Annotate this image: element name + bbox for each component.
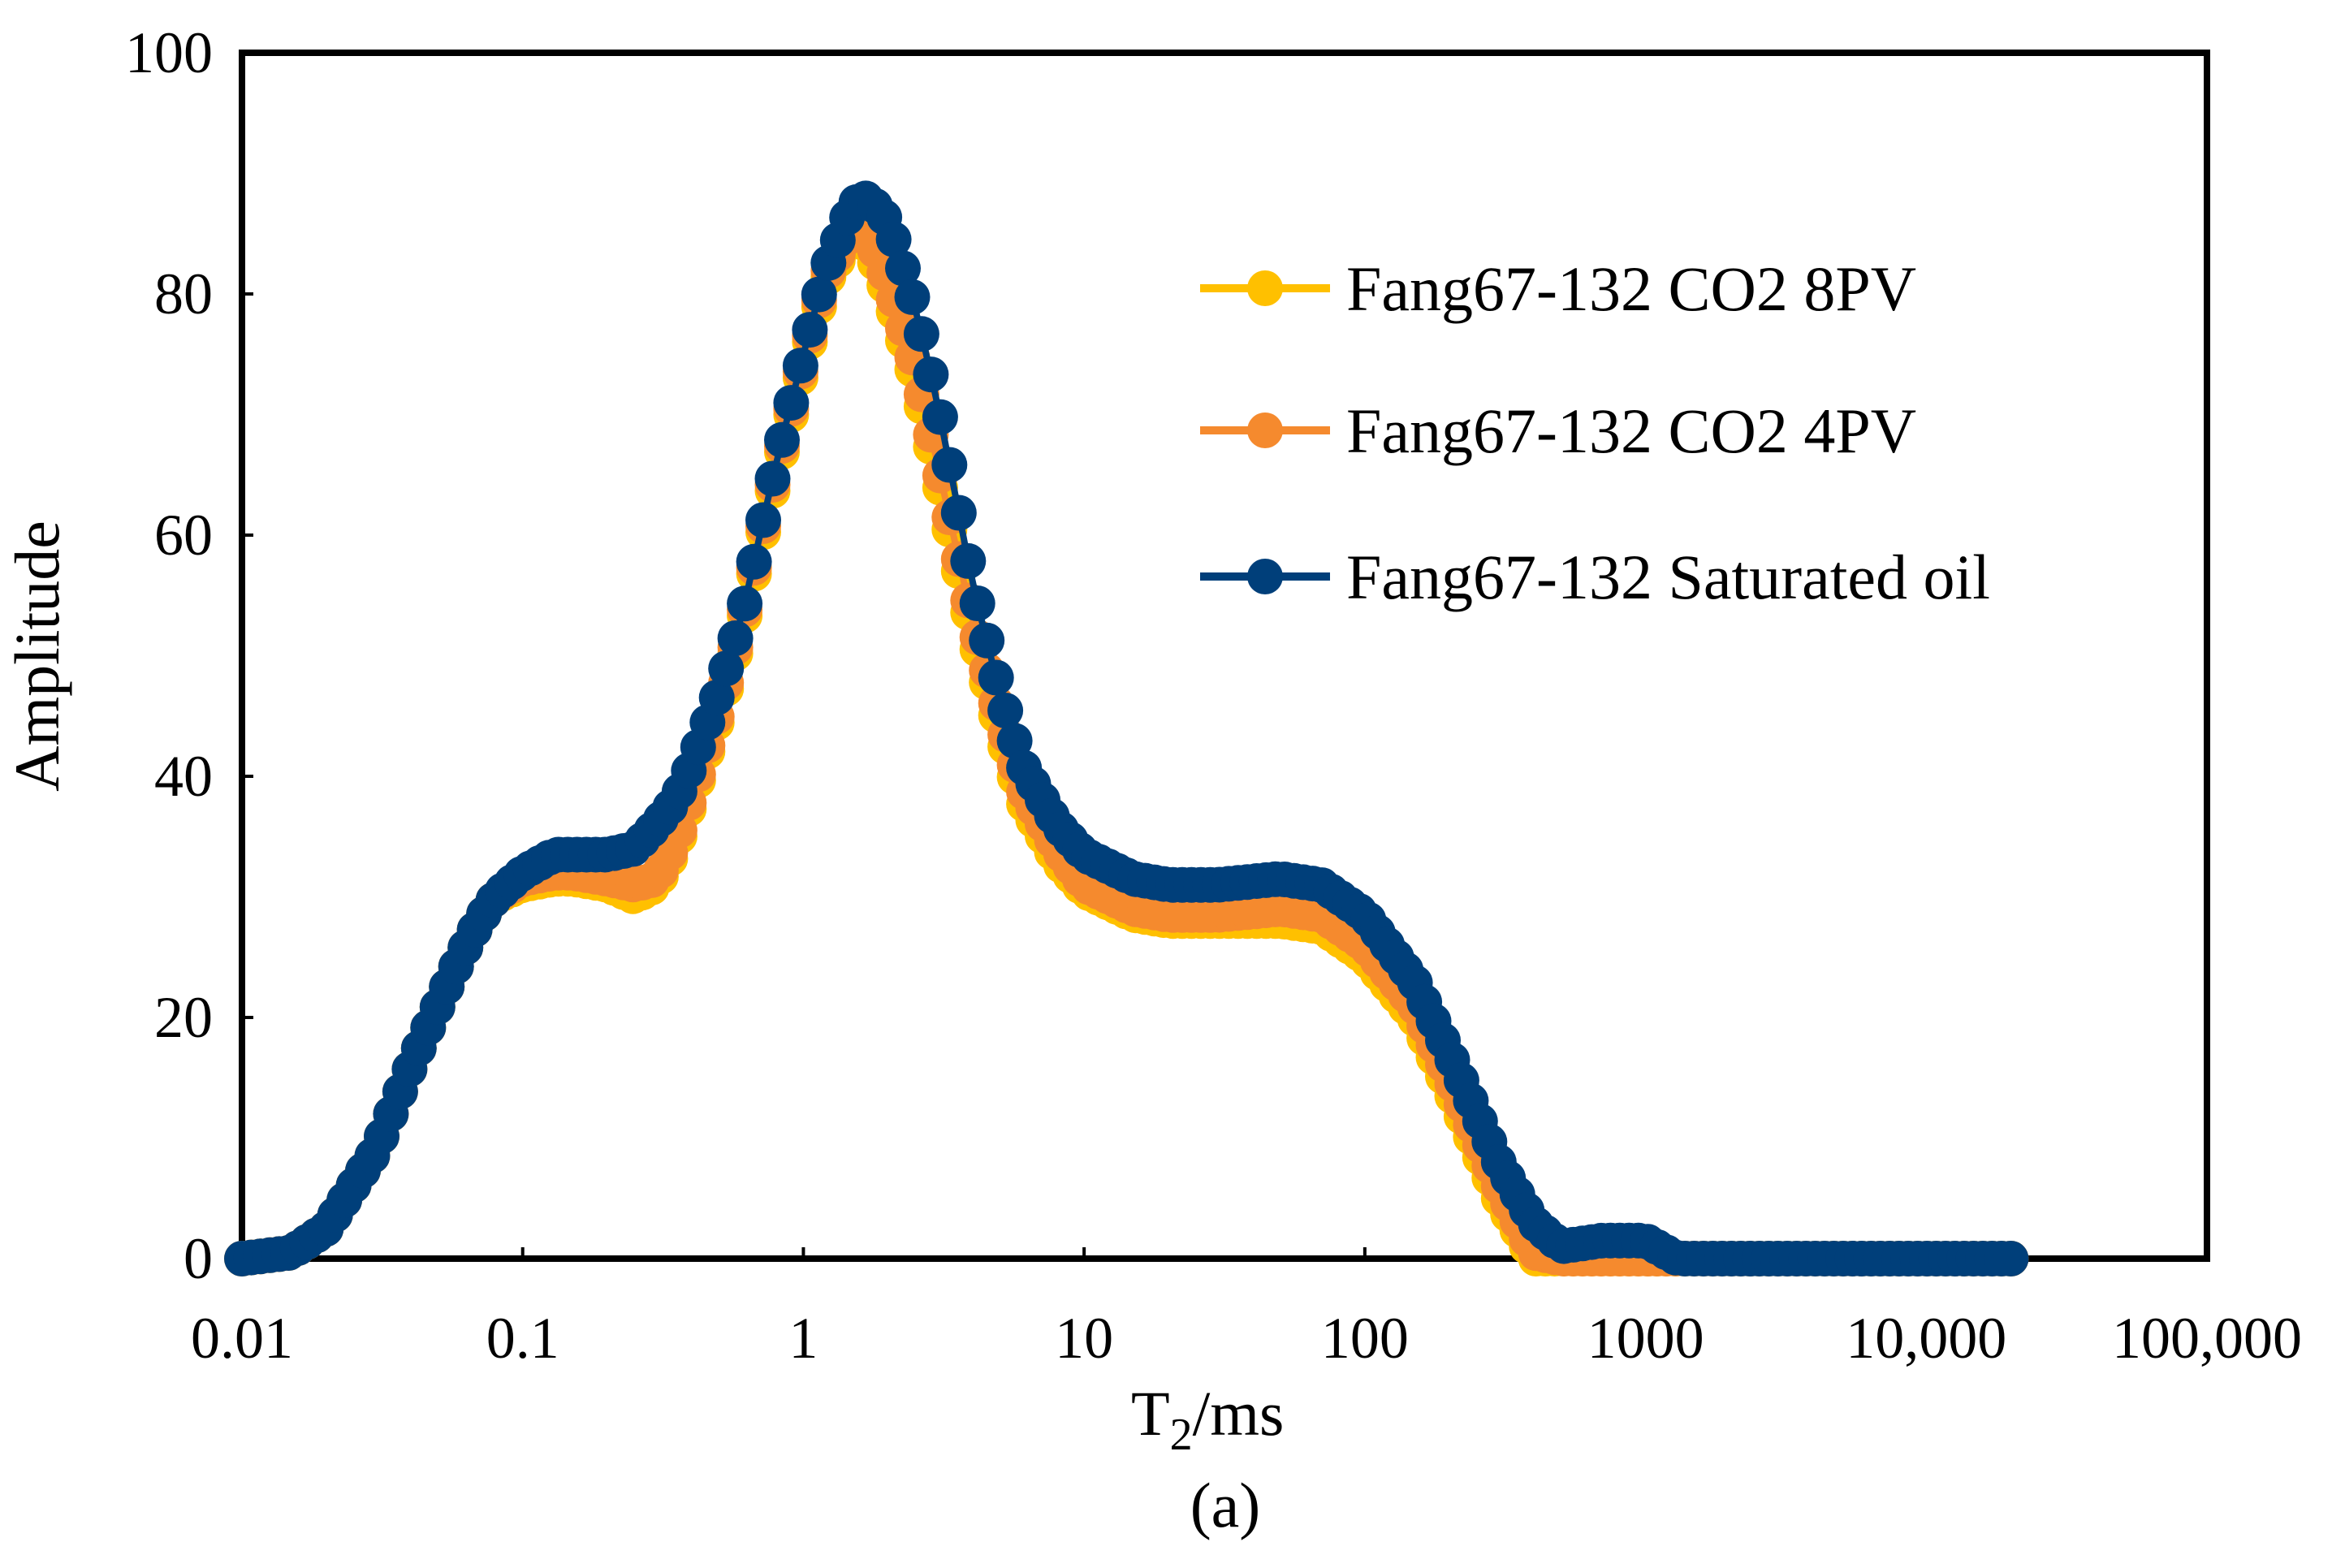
legend-swatch-marker (1247, 413, 1283, 448)
y-axis-title: Amplitude (2, 521, 72, 792)
legend-swatch-marker (1247, 270, 1283, 306)
data-point (950, 542, 987, 579)
x-axis-title: T2/ms (1131, 1378, 1284, 1460)
legend-label: Fang67-132 Saturated oil (1346, 542, 1990, 612)
y-tick-label: 40 (154, 744, 213, 809)
data-point (885, 250, 921, 287)
y-tick-label: 100 (125, 20, 213, 85)
data-point (969, 622, 1005, 659)
data-point (987, 693, 1024, 728)
x-tick-label: 1000 (1587, 1306, 1704, 1371)
data-point (940, 495, 977, 531)
data-point (978, 659, 1014, 696)
legend-label: Fang67-132 CO2 4PV (1346, 395, 1916, 466)
data-point (727, 585, 763, 622)
data-point (708, 650, 745, 687)
x-axis-title-suffix: /ms (1193, 1378, 1285, 1449)
plot-area (239, 50, 2210, 1262)
x-tick-label: 0.01 (191, 1306, 293, 1371)
data-point (764, 421, 800, 458)
data-point (959, 585, 995, 621)
y-tick-label: 60 (154, 503, 213, 568)
data-point (792, 312, 828, 348)
data-point (736, 543, 772, 580)
legend: Fang67-132 CO2 8PV Fang67-132 CO2 4PV Fang… (1200, 253, 1990, 612)
data-point (698, 680, 735, 716)
data-point (894, 279, 931, 315)
legend-label: Fang67-132 CO2 8PV (1346, 253, 1916, 324)
x-tick-label: 10,000 (1846, 1306, 2006, 1371)
data-point (875, 221, 912, 257)
data-point (996, 723, 1033, 759)
figure-caption: (a) (1190, 1470, 1261, 1540)
x-tick-label: 1 (788, 1306, 818, 1371)
data-point (754, 460, 791, 497)
data-point (931, 447, 968, 483)
x-tick-label: 0.1 (486, 1306, 559, 1371)
y-tick-label: 20 (154, 985, 213, 1050)
series-3 (224, 180, 2029, 1276)
data-point (773, 385, 810, 421)
data-point (903, 316, 939, 352)
data-point (913, 356, 949, 393)
legend-swatch-marker (1247, 559, 1283, 594)
x-tick-label: 100 (1321, 1306, 1409, 1371)
y-tick-label: 80 (154, 261, 213, 326)
x-axis-title-main: T (1131, 1378, 1170, 1449)
data-point (782, 348, 818, 384)
y-tick-label: 0 (184, 1226, 213, 1291)
data-point (717, 620, 754, 656)
data-point (1993, 1241, 2029, 1276)
x-axis-title-sub: 2 (1170, 1410, 1193, 1460)
x-tick-label: 100,000 (2112, 1306, 2302, 1371)
data-point (801, 276, 837, 313)
data-point (745, 502, 781, 538)
x-tick-label: 10 (1055, 1306, 1113, 1371)
data-point (922, 399, 958, 435)
